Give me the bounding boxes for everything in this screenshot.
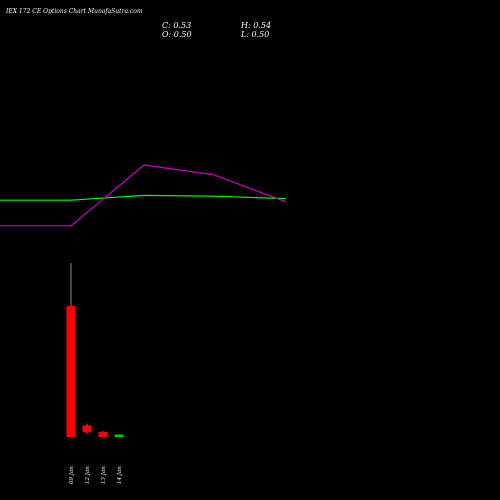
- open-value: O: 0.50: [162, 30, 192, 39]
- candle-body: [114, 434, 124, 437]
- candle-body: [82, 425, 92, 433]
- date-label: 14 Jan: [117, 466, 123, 484]
- indicator-lines: [0, 164, 287, 227]
- low-value: L: 0.50: [241, 30, 270, 39]
- high-value: H: 0.54: [241, 21, 272, 30]
- magenta-line: [0, 164, 287, 227]
- date-label: 09 Jan: [69, 466, 75, 484]
- candle-body: [98, 431, 108, 437]
- chart-title: IEX 172 CE Options Chart MunafaSutra.com: [6, 8, 143, 15]
- candles: [66, 263, 124, 437]
- candle-body: [66, 305, 76, 437]
- green-line: [0, 194, 287, 201]
- date-labels: 09 Jan 12 Jan 13 Jan 14 Jan: [69, 466, 123, 484]
- close-value: C: 0.53: [162, 21, 192, 30]
- date-label: 12 Jan: [85, 466, 91, 484]
- date-label: 13 Jan: [101, 466, 107, 484]
